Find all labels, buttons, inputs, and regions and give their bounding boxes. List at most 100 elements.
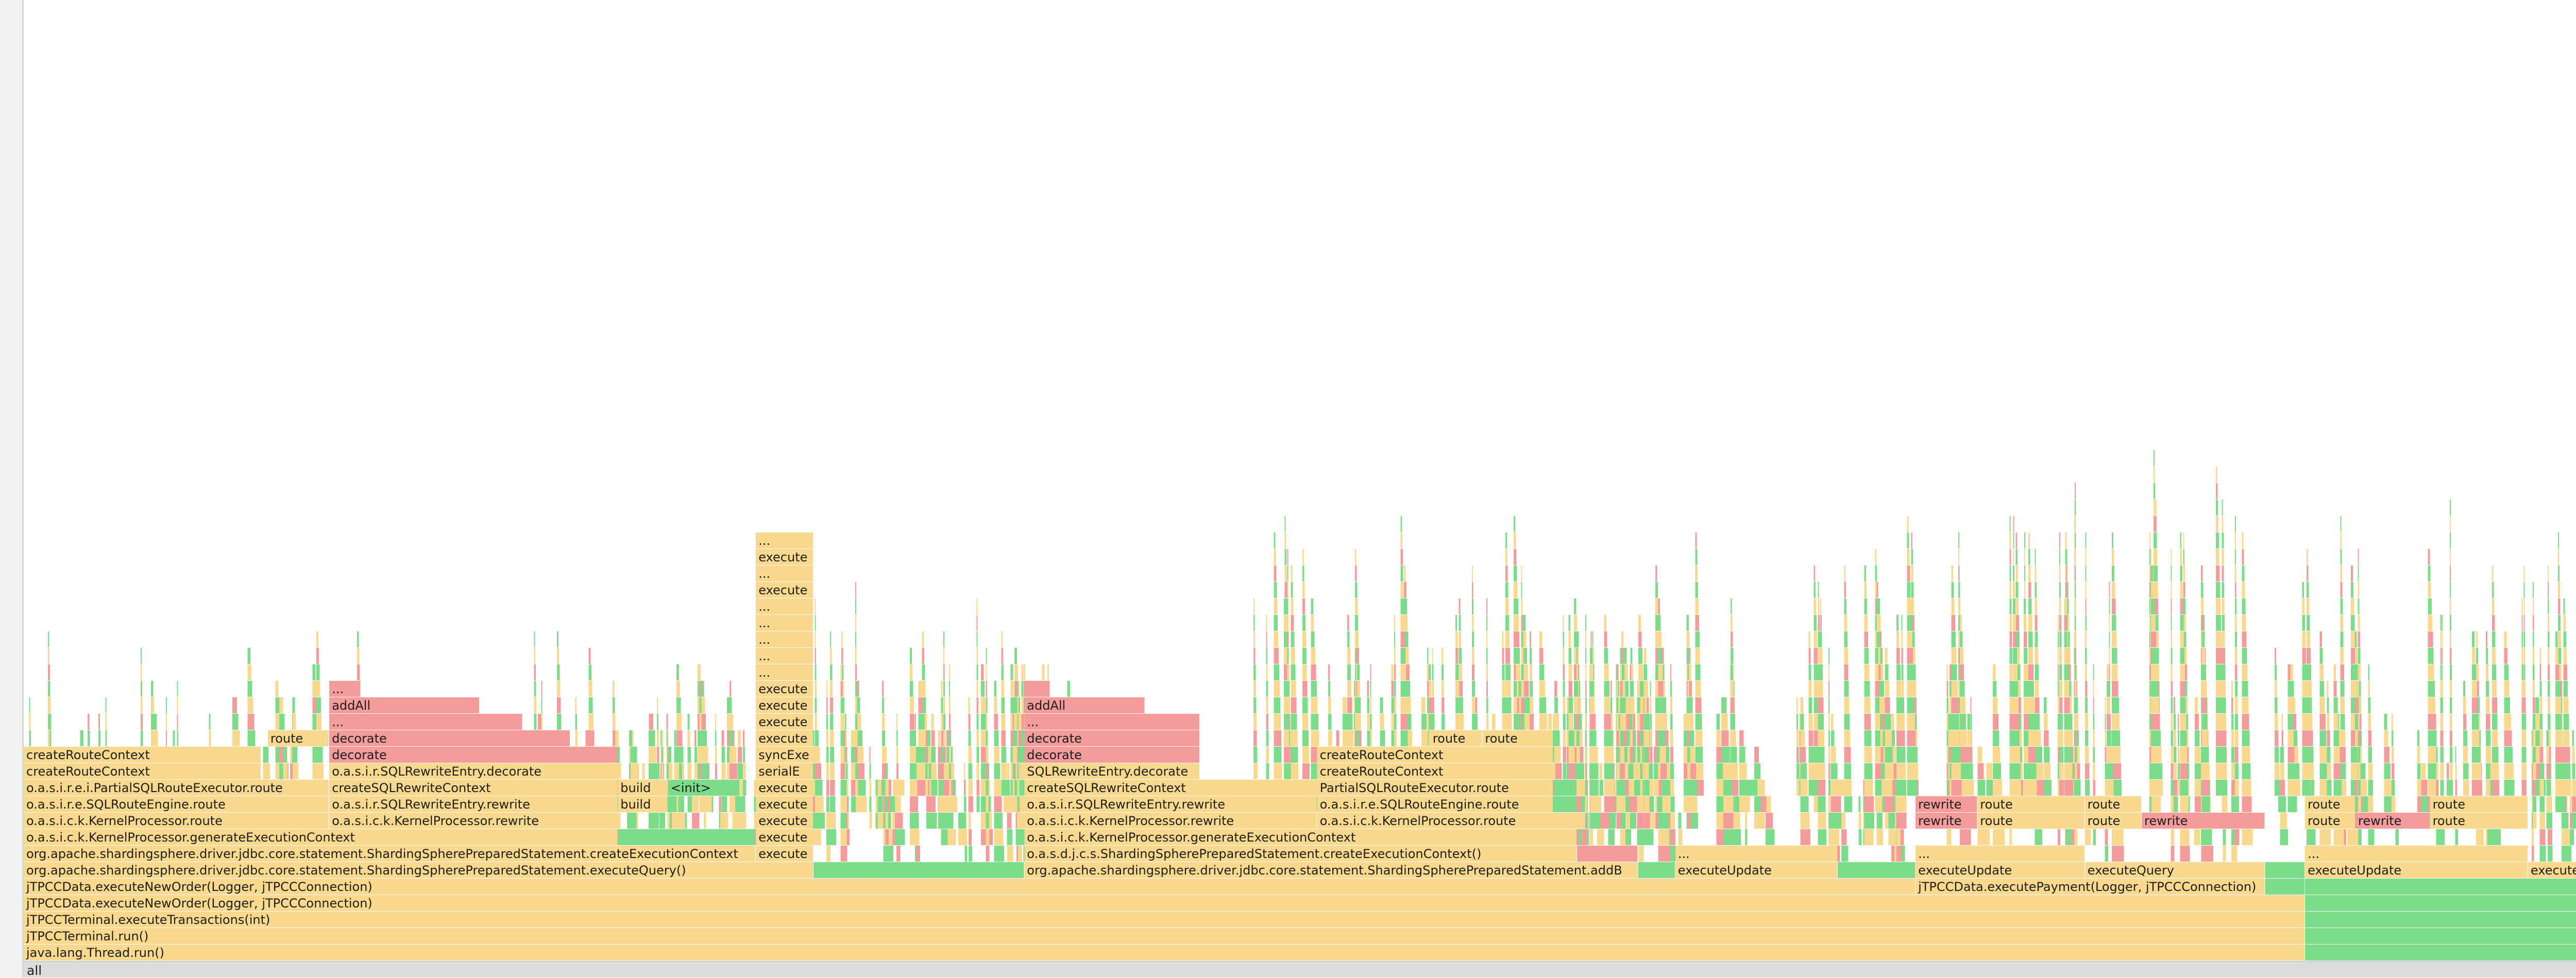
- flame-spike-frame[interactable]: [2093, 681, 2094, 697]
- flame-spike-frame[interactable]: [1391, 714, 1395, 730]
- flame-spike-frame[interactable]: [2504, 747, 2513, 763]
- flame-spike-frame[interactable]: [1844, 763, 1852, 779]
- flame-spike-frame[interactable]: [1687, 780, 1691, 796]
- flame-spike-frame[interactable]: [2171, 714, 2173, 730]
- flame-spike-frame[interactable]: [2111, 747, 2121, 763]
- flame-spike-frame[interactable]: [1522, 664, 1528, 680]
- flame-spike-frame[interactable]: [2368, 664, 2370, 680]
- flame-spike-frame[interactable]: [275, 697, 280, 713]
- flame-spike-frame[interactable]: [2531, 796, 2533, 812]
- flame-spike-frame[interactable]: [2242, 533, 2244, 548]
- flame-spike-frame[interactable]: [1730, 697, 1735, 713]
- flame-spike-frame[interactable]: [2333, 829, 2344, 845]
- flame-spike-frame[interactable]: [1471, 631, 1475, 647]
- flame-spike-frame[interactable]: [1970, 714, 1972, 730]
- flame-spike-frame[interactable]: [2333, 681, 2337, 697]
- flame-spike-frame[interactable]: [2440, 631, 2442, 647]
- flame-spike-frame[interactable]: [2064, 615, 2067, 631]
- flame-spike-frame[interactable]: [2171, 582, 2172, 598]
- flame-spike-frame[interactable]: [2183, 648, 2187, 664]
- flame-spike-frame[interactable]: [1563, 615, 1564, 631]
- flame-spike-frame[interactable]: [1347, 714, 1353, 730]
- stack-frame-box[interactable]: [2305, 846, 2528, 862]
- flame-spike-frame[interactable]: [2555, 730, 2563, 746]
- flame-spike-frame[interactable]: [1620, 763, 1625, 779]
- flame-spike-frame[interactable]: [556, 631, 559, 647]
- flame-spike-frame[interactable]: [1530, 697, 1533, 713]
- flame-spike-frame[interactable]: [1432, 648, 1433, 664]
- flame-spike-frame[interactable]: [981, 780, 990, 796]
- stack-frame[interactable]: execute: [756, 730, 813, 746]
- flame-spike-frame[interactable]: [2085, 714, 2088, 730]
- flame-spike-frame[interactable]: [1521, 565, 1522, 581]
- flame-spike-frame[interactable]: [2231, 730, 2234, 746]
- flame-spike-frame[interactable]: [2476, 697, 2480, 713]
- flame-spike-frame[interactable]: [986, 681, 987, 697]
- flame-spike-frame[interactable]: [2105, 780, 2107, 796]
- flame-spike-frame[interactable]: [1576, 747, 1580, 763]
- flame-spike-frame[interactable]: [1896, 615, 1899, 631]
- flame-spike-frame[interactable]: [2074, 631, 2076, 647]
- flame-spike-frame[interactable]: [2533, 714, 2535, 730]
- flame-spike-frame[interactable]: [1967, 780, 1974, 796]
- flame-spike-frame[interactable]: [141, 730, 143, 746]
- flame-spike-frame[interactable]: [2492, 598, 2495, 614]
- flame-spike-frame[interactable]: [730, 763, 734, 779]
- flame-spike-frame[interactable]: [1658, 846, 1670, 862]
- flame-spike-frame[interactable]: [1730, 730, 1736, 746]
- flame-spike-frame[interactable]: [1765, 829, 1775, 845]
- flame-spike-frame[interactable]: [1592, 648, 1594, 664]
- flame-spike-frame[interactable]: [2153, 483, 2155, 499]
- flame-spike-frame[interactable]: [2531, 763, 2533, 779]
- stack-frame[interactable]: executeQuery: [2084, 862, 2265, 878]
- flame-spike-frame[interactable]: [1604, 780, 1615, 796]
- flame-spike-frame[interactable]: [2546, 730, 2549, 746]
- flame-spike-frame[interactable]: [290, 747, 294, 763]
- stack-frame[interactable]: ...: [756, 533, 813, 548]
- flame-spike-frame[interactable]: [1291, 730, 1298, 746]
- flame-spike-frame[interactable]: [47, 697, 51, 713]
- flame-spike-frame[interactable]: [949, 780, 952, 796]
- flame-spike-frame[interactable]: [2059, 549, 2060, 565]
- flame-spike-frame[interactable]: [1486, 648, 1488, 664]
- flame-spike-frame[interactable]: [1291, 615, 1294, 631]
- flame-spike-frame[interactable]: [2358, 565, 2359, 581]
- flame-spike-frame[interactable]: [649, 763, 658, 779]
- flame-spike-frame[interactable]: [47, 664, 50, 680]
- flame-spike-frame[interactable]: [2013, 516, 2014, 532]
- flame-spike-frame[interactable]: [1442, 714, 1445, 730]
- stack-frame[interactable]: [2265, 862, 2304, 878]
- flame-spike-frame[interactable]: [667, 763, 669, 779]
- flame-spike-frame[interactable]: [2223, 565, 2224, 581]
- stack-frame-box[interactable]: [1317, 796, 1553, 812]
- flame-spike-frame[interactable]: [885, 780, 887, 796]
- flame-spike-frame[interactable]: [2183, 565, 2185, 581]
- flame-spike-frame[interactable]: [2472, 681, 2477, 697]
- flame-spike-frame[interactable]: [1284, 549, 1287, 565]
- flame-spike-frame[interactable]: [2449, 681, 2452, 697]
- flame-spike-frame[interactable]: [2111, 615, 2116, 631]
- flame-spike-frame[interactable]: [1530, 714, 1534, 730]
- flame-spike-frame[interactable]: [969, 813, 971, 829]
- flame-spike-frame[interactable]: [2035, 565, 2037, 581]
- flame-spike-frame[interactable]: [1630, 664, 1633, 680]
- flame-spike-frame[interactable]: [1896, 681, 1902, 697]
- flame-spike-frame[interactable]: [2059, 615, 2061, 631]
- flame-spike-frame[interactable]: [815, 664, 817, 680]
- flame-spike-frame[interactable]: [2059, 747, 2063, 763]
- flame-spike-frame[interactable]: [2302, 631, 2306, 647]
- flame-spike-frame[interactable]: [1818, 615, 1820, 631]
- stack-frame[interactable]: ...: [756, 615, 813, 631]
- flame-spike-frame[interactable]: [2333, 714, 2338, 730]
- flame-spike-frame[interactable]: [1765, 796, 1771, 812]
- flame-spike-frame[interactable]: [1958, 648, 1961, 664]
- flame-spike-frame[interactable]: [2368, 763, 2372, 779]
- stack-frame[interactable]: o.a.s.i.r.SQLRewriteEntry.rewrite: [329, 796, 618, 812]
- stack-frame[interactable]: o.a.s.i.c.k.KernelProcessor.generateExec…: [1024, 829, 1577, 845]
- flame-spike-frame[interactable]: [2028, 549, 2030, 565]
- flame-spike-frame[interactable]: [2572, 747, 2575, 763]
- flame-spike-frame[interactable]: [2180, 829, 2190, 845]
- flame-spike-frame[interactable]: [2531, 829, 2534, 845]
- stack-frame-box[interactable]: [1638, 862, 1675, 878]
- flame-spike-frame[interactable]: [556, 681, 561, 697]
